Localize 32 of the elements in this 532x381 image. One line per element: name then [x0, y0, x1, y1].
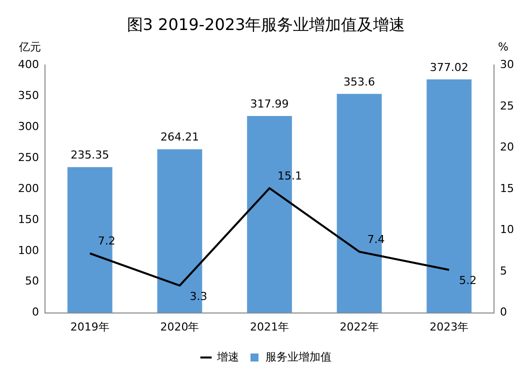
data-label: 264.21: [160, 130, 199, 144]
y-tick-label: 50: [24, 274, 39, 288]
y-tick-label: 350: [18, 89, 39, 102]
y-tick-label: 300: [18, 120, 39, 133]
data-label: 377.02: [430, 60, 468, 74]
x-tick-label: 2022年: [340, 320, 379, 334]
chart-title: 图3 2019-2023年服务业增加值及增速: [126, 14, 406, 34]
data-label: 317.99: [250, 97, 289, 110]
data-label: 353.6: [344, 75, 376, 88]
y2-tick-label: 25: [500, 99, 514, 112]
y-tick-label: 400: [18, 58, 39, 72]
y2-tick-label: 30: [500, 58, 514, 72]
y2-tick-label: 0: [500, 306, 508, 319]
y2-tick-label: 10: [500, 223, 514, 236]
y-tick-label: 250: [18, 150, 39, 164]
y-tick-label: 0: [32, 306, 39, 319]
y-tick-label: 200: [18, 182, 39, 195]
y2-tick-label: 15: [500, 182, 514, 195]
y-tick-label: 100: [18, 244, 39, 257]
y2-axis-title: %: [498, 40, 508, 54]
x-tick-label: 2021年: [250, 320, 289, 334]
x-tick-label: 2019年: [70, 320, 110, 334]
legend-label: 增速: [216, 350, 239, 364]
bar: [67, 167, 112, 313]
y2-tick-label: 5: [500, 264, 508, 278]
x-tick-label: 2020年: [160, 320, 200, 334]
y-axis-title: 亿元: [18, 40, 41, 54]
data-label: 235.35: [70, 148, 110, 162]
x-tick-label: 2023年: [430, 320, 469, 334]
legend-label: 服务业增加值: [266, 350, 332, 364]
y-tick-label: 150: [18, 212, 39, 226]
y2-tick-label: 20: [500, 140, 514, 154]
